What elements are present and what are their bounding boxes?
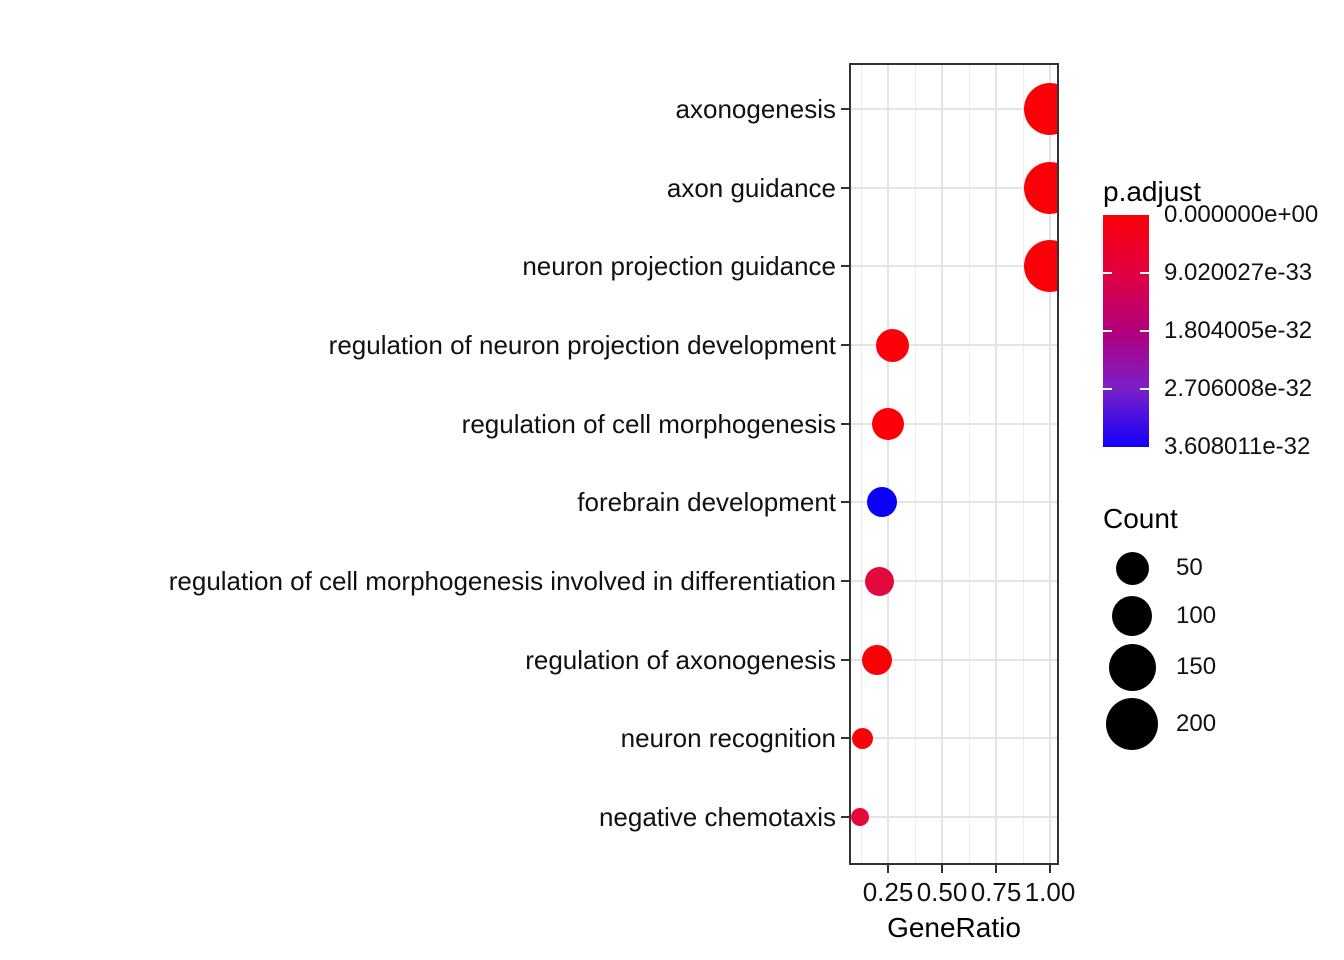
y-axis-tick xyxy=(841,737,849,740)
count-legend-label: 200 xyxy=(1176,710,1217,737)
gridline-row xyxy=(849,816,1059,819)
count-legend-dot xyxy=(1115,551,1149,585)
y-axis-label: neuron recognition xyxy=(620,723,836,754)
padjust-tick-label: 1.804005e-32 xyxy=(1164,317,1313,344)
count-legend-label: 100 xyxy=(1176,602,1217,629)
gridline-row xyxy=(849,658,1059,661)
gridline-row xyxy=(849,108,1059,110)
x-axis-tick xyxy=(1049,865,1051,873)
y-axis-label: regulation of axonogenesis xyxy=(525,644,836,675)
x-axis-tick-label: 1.00 xyxy=(1024,877,1076,907)
gridline-row xyxy=(849,737,1059,740)
y-axis-tick xyxy=(841,344,849,347)
count-legend-dot xyxy=(1108,643,1156,691)
y-axis-label: axonogenesis xyxy=(675,94,836,124)
count-legend-label: 50 xyxy=(1176,554,1203,581)
count-legend-dot xyxy=(1112,596,1152,636)
gridline-minor xyxy=(915,63,916,865)
colorbar-tick xyxy=(1103,272,1112,274)
x-axis-title: GeneRatio xyxy=(887,912,1021,943)
y-axis-tick xyxy=(841,186,849,189)
data-point xyxy=(875,328,909,362)
data-point xyxy=(1024,83,1059,135)
padjust-tick-label: 0.000000e+00 xyxy=(1164,201,1319,228)
padjust-colorbar xyxy=(1103,215,1149,447)
gridline-minor xyxy=(861,63,862,865)
y-axis-tick xyxy=(841,265,849,268)
gridline-row xyxy=(849,501,1059,504)
y-axis-tick xyxy=(841,580,849,583)
x-axis-tick xyxy=(995,865,997,873)
y-axis-label: regulation of cell morphogenesis involve… xyxy=(168,566,836,597)
data-point xyxy=(862,644,893,675)
data-point xyxy=(1024,240,1059,293)
y-axis-label: regulation of neuron projection developm… xyxy=(328,330,836,361)
gridline-row xyxy=(849,422,1059,425)
plot-panel xyxy=(849,63,1059,865)
x-axis-tick xyxy=(887,865,889,873)
y-axis-tick xyxy=(841,422,849,425)
y-axis-label: regulation of cell morphogenesis xyxy=(461,408,836,439)
gridline-minor xyxy=(969,63,970,865)
x-axis-tick xyxy=(941,865,943,873)
padjust-tick-label: 3.608011e-32 xyxy=(1164,433,1311,460)
colorbar-tick xyxy=(1103,330,1112,332)
gridline-major xyxy=(995,63,997,865)
count-legend-title: Count xyxy=(1103,503,1178,534)
count-legend-label: 150 xyxy=(1176,653,1217,680)
data-point xyxy=(866,487,897,518)
gridline-row xyxy=(849,580,1059,583)
y-axis-label: neuron projection guidance xyxy=(522,251,836,282)
gridline-row xyxy=(849,186,1059,189)
colorbar-tick xyxy=(1140,330,1149,332)
gridline-row xyxy=(849,265,1059,268)
data-point xyxy=(1024,161,1059,214)
x-axis-tick-label: 0.75 xyxy=(970,877,1022,907)
x-axis-tick-label: 0.25 xyxy=(862,877,914,907)
padjust-tick-label: 2.706008e-32 xyxy=(1164,375,1313,402)
gridline-row xyxy=(849,344,1059,347)
gridline-major xyxy=(941,63,943,865)
gridline-major xyxy=(887,63,889,865)
count-legend-dot xyxy=(1106,698,1158,750)
y-axis-label: axon guidance xyxy=(666,172,836,203)
colorbar-tick xyxy=(1140,388,1149,390)
data-point xyxy=(850,808,869,827)
y-axis-tick xyxy=(841,501,849,504)
padjust-legend-title: p.adjust xyxy=(1103,176,1202,207)
y-axis-tick xyxy=(841,108,849,110)
data-point xyxy=(864,566,894,596)
data-point xyxy=(872,407,904,440)
y-axis-label: negative chemotaxis xyxy=(598,802,836,833)
gridline-minor xyxy=(1023,63,1024,865)
y-axis-tick xyxy=(841,816,849,819)
padjust-tick-label: 9.020027e-33 xyxy=(1164,259,1313,286)
colorbar-tick xyxy=(1103,388,1112,390)
gridline-major xyxy=(1049,63,1051,865)
x-axis-tick-label: 0.50 xyxy=(916,877,968,907)
y-axis-label: forebrain development xyxy=(577,487,836,518)
colorbar-tick xyxy=(1140,272,1149,274)
data-point xyxy=(851,727,873,749)
y-axis-tick xyxy=(841,658,849,661)
